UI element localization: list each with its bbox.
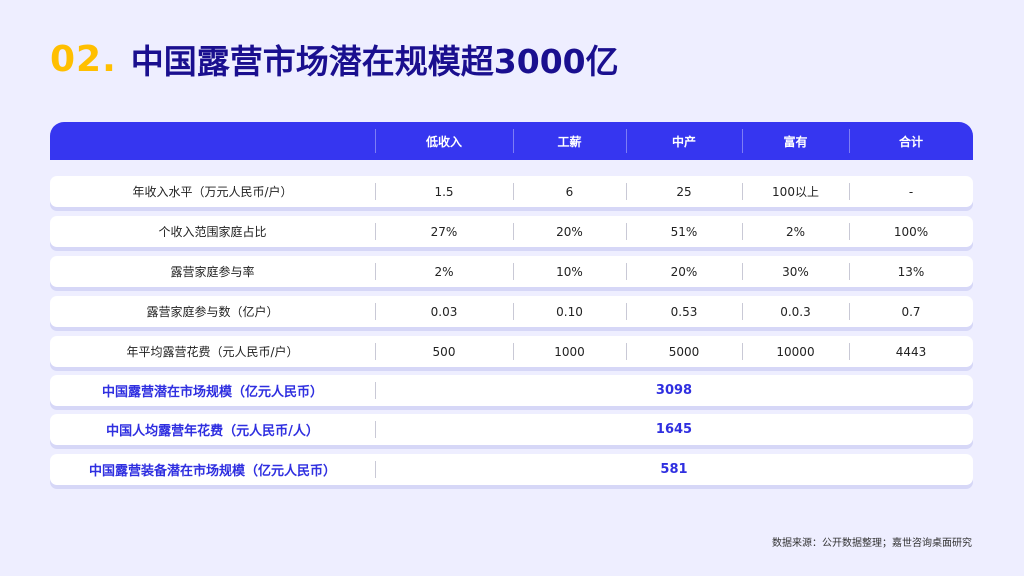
table-cell: 1.5 bbox=[375, 176, 513, 207]
table-cell: 0.03 bbox=[375, 296, 513, 327]
table-cell: 100以上 bbox=[742, 176, 849, 207]
table-cell: 1000 bbox=[513, 336, 626, 367]
table-cell: 5000 bbox=[626, 336, 742, 367]
table-row: 年收入水平（万元人民币/户） 1.5 6 25 100以上 - bbox=[50, 176, 973, 207]
row-label: 年收入水平（万元人民币/户） bbox=[132, 185, 293, 199]
table-row: 露营家庭参与数（亿户） 0.03 0.10 0.53 0.0.3 0.7 bbox=[50, 296, 973, 327]
table-cell: 0.7 bbox=[849, 296, 973, 327]
section-number: 02. bbox=[50, 38, 117, 80]
table-cell: 2% bbox=[742, 216, 849, 247]
table-cell: 6 bbox=[513, 176, 626, 207]
table-cell: 30% bbox=[742, 256, 849, 287]
table-cell: - bbox=[849, 176, 973, 207]
source-note: 数据来源：公开数据整理；嘉世咨询桌面研究 bbox=[772, 538, 972, 549]
summary-label: 中国露营装备潜在市场规模（亿元人民币） bbox=[88, 464, 336, 479]
row-label: 露营家庭参与率 bbox=[170, 265, 255, 279]
header-cell-rich: 富有 bbox=[742, 122, 849, 160]
table-cell: 20% bbox=[513, 216, 626, 247]
table-cell: 100% bbox=[849, 216, 973, 247]
table-cell: 0.0.3 bbox=[742, 296, 849, 327]
header-cell-working: 工薪 bbox=[513, 122, 626, 160]
title-text: 中国露营市场潜在规模超3000亿 bbox=[130, 42, 619, 81]
table-row: 个收入范围家庭占比 27% 20% 51% 2% 100% bbox=[50, 216, 973, 247]
table-header: 低收入 工薪 中产 富有 合计 bbox=[50, 122, 973, 160]
summary-row: 中国露营潜在市场规模（亿元人民币） 3098 bbox=[50, 375, 973, 406]
summary-value: 1645 bbox=[375, 414, 973, 445]
header-cell-total: 合计 bbox=[849, 122, 973, 160]
summary-label: 中国露营潜在市场规模（亿元人民币） bbox=[101, 385, 323, 400]
table-cell: 51% bbox=[626, 216, 742, 247]
row-label: 露营家庭参与数（亿户） bbox=[146, 305, 279, 319]
page-title: 02. 中国露营市场潜在规模超3000亿 bbox=[50, 36, 619, 82]
row-label: 年平均露营花费（元人民币/户） bbox=[126, 345, 299, 359]
header-cell-low-income: 低收入 bbox=[375, 122, 513, 160]
summary-label: 中国人均露营年花费（元人民币/人） bbox=[106, 424, 319, 439]
summary-row: 中国人均露营年花费（元人民币/人） 1645 bbox=[50, 414, 973, 445]
summary-row: 中国露营装备潜在市场规模（亿元人民币） 581 bbox=[50, 454, 973, 485]
table-cell: 20% bbox=[626, 256, 742, 287]
header-cell-label bbox=[50, 122, 375, 160]
table-cell: 25 bbox=[626, 176, 742, 207]
table-cell: 10000 bbox=[742, 336, 849, 367]
table-cell: 500 bbox=[375, 336, 513, 367]
table-cell: 13% bbox=[849, 256, 973, 287]
table-cell: 10% bbox=[513, 256, 626, 287]
header-cell-middle: 中产 bbox=[626, 122, 742, 160]
table-cell: 27% bbox=[375, 216, 513, 247]
summary-value: 3098 bbox=[375, 375, 973, 406]
row-label: 个收入范围家庭占比 bbox=[158, 225, 267, 239]
table-cell: 4443 bbox=[849, 336, 973, 367]
table-row: 露营家庭参与率 2% 10% 20% 30% 13% bbox=[50, 256, 973, 287]
table-cell: 2% bbox=[375, 256, 513, 287]
summary-value: 581 bbox=[375, 454, 973, 485]
table-cell: 0.53 bbox=[626, 296, 742, 327]
table-row: 年平均露营花费（元人民币/户） 500 1000 5000 10000 4443 bbox=[50, 336, 973, 367]
table-cell: 0.10 bbox=[513, 296, 626, 327]
